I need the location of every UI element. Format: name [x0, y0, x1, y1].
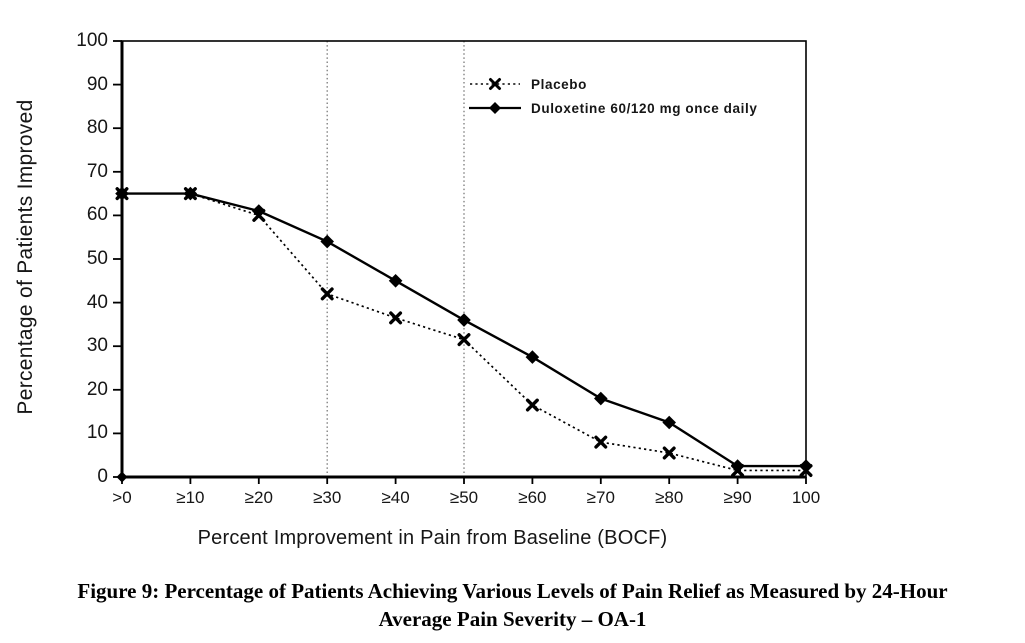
legend-label-duloxetine: Duloxetine 60/120 mg once daily: [531, 100, 758, 116]
duloxetine-marker: [594, 391, 608, 406]
legend-label-placebo: Placebo: [531, 76, 587, 92]
placebo-marker: [525, 398, 539, 412]
placebo-marker: [183, 187, 197, 201]
placebo-marker: [389, 311, 403, 325]
figure-caption: Figure 9: Percentage of Patients Achievi…: [0, 577, 1025, 633]
y-tick-label: 0: [97, 466, 108, 487]
duloxetine-marker: [799, 459, 813, 473]
placebo-marker: [115, 187, 129, 201]
y-tick-label: 50: [86, 248, 108, 269]
y-tick-label: 10: [86, 422, 108, 444]
placebo-marker: [252, 208, 266, 222]
x-axis-title: Percent Improvement in Pain from Baselin…: [197, 527, 668, 549]
x-tick-label: ≥50: [449, 488, 479, 507]
y-tick-label: 90: [86, 73, 108, 95]
x-tick-label: ≥80: [655, 488, 684, 507]
origin-marker: [116, 471, 128, 483]
figure-caption-line-2: Average Pain Severity – OA-1: [378, 607, 647, 631]
duloxetine-marker: [525, 350, 540, 364]
y-tick-label: 40: [86, 291, 108, 313]
duloxetine-marker: [320, 234, 334, 249]
placebo-marker: [594, 435, 608, 449]
placebo-marker: [662, 446, 676, 460]
y-tick-label: 30: [86, 335, 108, 357]
placebo-marker: [731, 463, 745, 477]
placebo-marker: [457, 333, 471, 347]
x-tick-label: ≥90: [723, 488, 752, 507]
x-tick-label: ≥20: [244, 488, 273, 507]
placebo-marker: [799, 463, 813, 477]
chart-plot-svg: [113, 40, 813, 484]
x-tick-label: >0: [112, 488, 132, 507]
y-tick-label: 80: [86, 117, 108, 139]
legend-item-placebo: Placebo: [468, 72, 757, 96]
x-tick-label: ≥10: [176, 488, 205, 507]
duloxetine-line-sample-icon: [469, 102, 521, 114]
y-tick-label: 60: [86, 204, 108, 226]
legend: Placebo Duloxetine 60/120 mg once daily: [468, 72, 757, 120]
placebo-line-sample-icon: [470, 78, 520, 90]
duloxetine-marker: [662, 415, 676, 430]
duloxetine-marker: [457, 313, 471, 327]
x-tick-label: ≥40: [381, 488, 410, 507]
legend-item-duloxetine: Duloxetine 60/120 mg once daily: [468, 96, 757, 120]
y-tick-label: 20: [86, 378, 108, 400]
placebo-line: [122, 192, 806, 472]
x-tick-label: ≥70: [586, 488, 615, 507]
x-tick-label: ≥60: [518, 488, 547, 507]
y-tick-label: 100: [76, 30, 108, 51]
x-tick-label: 100: [791, 488, 821, 507]
figure-caption-line-1: Figure 9: Percentage of Patients Achievi…: [77, 579, 948, 603]
duloxetine-marker: [388, 274, 403, 288]
y-tick-label: 70: [86, 160, 108, 182]
x-tick-label: ≥30: [313, 488, 342, 507]
duloxetine-marker: [730, 459, 745, 473]
duloxetine-marker: [252, 204, 266, 218]
placebo-marker: [320, 287, 334, 301]
